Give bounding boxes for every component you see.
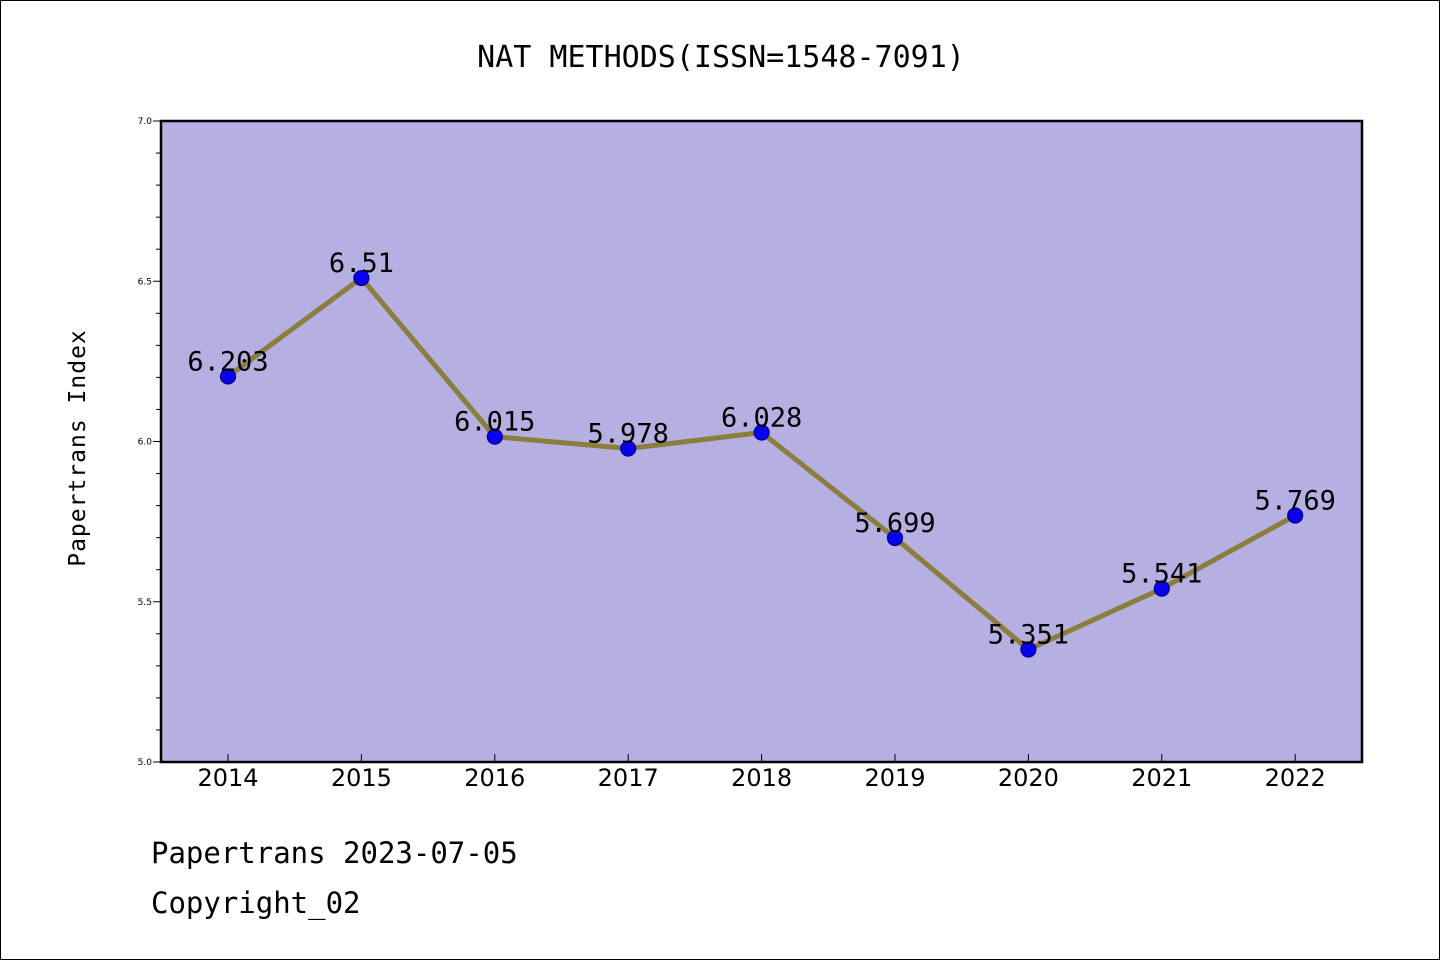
- data-point: [1020, 641, 1037, 658]
- data-label: 6.51: [329, 248, 394, 279]
- data-label: 6.028: [721, 403, 802, 434]
- y-tick-label: 6.0: [138, 438, 153, 448]
- y-tick-label: 5.0: [138, 758, 153, 768]
- x-tick-label: 2017: [598, 764, 659, 792]
- data-markers: [219, 269, 1304, 658]
- data-point: [753, 424, 770, 441]
- y-axis-ticks: 5.0 5.5 6.0 6.5 7.0: [138, 117, 161, 768]
- x-tick-label: 2015: [331, 764, 392, 792]
- footer-copyright: Copyright_02: [151, 886, 361, 920]
- x-axis-ticks: 2014 2015 2016 2017 2018 2019 2020 2021 2022: [197, 754, 1326, 792]
- data-labels: 6.203 6.51 6.015 5.978 6.028 5.699 5.351 5.541 5…: [187, 248, 1335, 650]
- footer-date: Papertrans 2023-07-05: [151, 836, 518, 870]
- x-tick-label: 2020: [998, 764, 1059, 792]
- data-label: 5.699: [854, 508, 935, 539]
- data-label: 5.541: [1121, 559, 1202, 590]
- x-tick-label: 2021: [1131, 764, 1192, 792]
- data-label: 6.203: [187, 346, 268, 377]
- y-tick-label: 6.5: [138, 277, 152, 287]
- x-tick-label: 2022: [1265, 764, 1326, 792]
- data-label: 6.015: [454, 407, 535, 438]
- y-tick-label: 5.5: [138, 598, 152, 608]
- data-point: [1153, 580, 1170, 597]
- data-point: [620, 440, 637, 457]
- data-point: [353, 269, 370, 287]
- data-point: [1287, 507, 1304, 524]
- y-tick-label: 7.0: [138, 117, 153, 127]
- x-tick-label: 2014: [197, 764, 258, 792]
- data-label: 5.769: [1255, 486, 1336, 517]
- x-tick-label: 2016: [464, 764, 525, 792]
- x-tick-label: 2018: [731, 764, 792, 792]
- data-label: 5.978: [588, 419, 669, 450]
- x-tick-label: 2019: [864, 764, 925, 792]
- plot-area: [159, 119, 1364, 764]
- chart-title: NAT METHODS(ISSN=1548-7091): [477, 40, 965, 75]
- y-axis-label: Papertrans Index: [65, 329, 91, 567]
- data-point: [886, 529, 904, 547]
- data-point: [219, 368, 237, 385]
- data-label: 5.351: [988, 620, 1069, 651]
- data-point: [486, 428, 503, 445]
